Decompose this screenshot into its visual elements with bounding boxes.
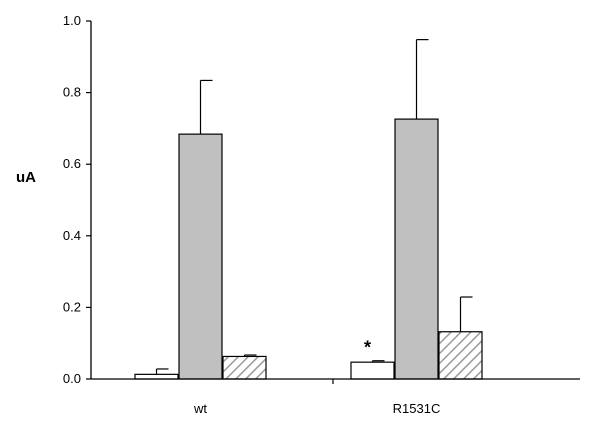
bar-R1531C-hatched — [438, 331, 483, 380]
bar-wt-hatched — [222, 355, 267, 380]
bar-R1531C-white — [350, 361, 395, 380]
y-tick-label: 0.8 — [63, 85, 81, 100]
bar-wt-gray — [178, 133, 223, 380]
x-axis-category-labels: wt R1531C — [193, 401, 440, 416]
y-axis-title: uA — [16, 169, 36, 186]
significance-marker: * — [364, 338, 371, 358]
category-label-wt: wt — [193, 401, 207, 416]
y-tick-label: 1.0 — [63, 13, 81, 28]
y-tick-label: 0.0 — [63, 371, 81, 386]
y-tick-label: 0.6 — [63, 156, 81, 171]
y-tick-label: 0.2 — [63, 299, 81, 314]
category-label-R1531C: R1531C — [393, 401, 441, 416]
y-axis-ticks: 0.0 0.2 0.4 0.6 0.8 1.0 — [63, 13, 91, 386]
error-bars — [155, 39, 473, 375]
annotations: * — [364, 338, 371, 358]
bar-wt-white — [134, 373, 179, 380]
bars — [134, 118, 483, 380]
axes — [90, 21, 580, 384]
y-tick-label: 0.4 — [63, 228, 81, 243]
bar-R1531C-gray — [394, 118, 439, 380]
